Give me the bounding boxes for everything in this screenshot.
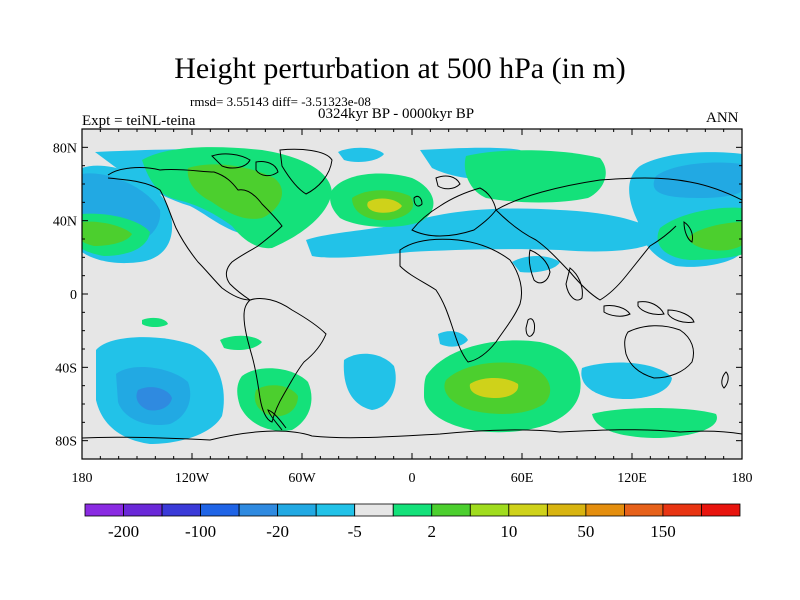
lon-label: 60W bbox=[288, 471, 316, 486]
coast-australia bbox=[624, 325, 694, 379]
colorbar-swatch bbox=[662, 503, 702, 517]
contour-south-pacific-core bbox=[136, 387, 172, 411]
stats-label: rmsd= 3.55143 diff= -3.51323e-08 bbox=[190, 94, 371, 109]
coastlines bbox=[82, 148, 742, 441]
contour-pacific-east-green-inner bbox=[688, 222, 742, 251]
coast-indonesia bbox=[603, 301, 695, 323]
contour-africa-blob bbox=[512, 256, 560, 273]
colorbar-swatch bbox=[277, 503, 317, 517]
colorbar-swatch bbox=[624, 503, 664, 517]
colorbar-swatch bbox=[546, 503, 587, 517]
coast-japan bbox=[683, 221, 693, 243]
colorbar-label: 10 bbox=[500, 522, 517, 541]
colorbar-label: -100 bbox=[185, 522, 216, 541]
coast-africa bbox=[399, 238, 523, 363]
contour-indian-ocean-east bbox=[581, 362, 672, 400]
coast-new-zealand bbox=[721, 371, 729, 389]
lat-label: 0 bbox=[70, 288, 77, 303]
contour-southern-indian-core bbox=[469, 378, 519, 398]
colorbar-swatch bbox=[354, 503, 394, 517]
latitude-labels: 80N 40N 0 40S 80S bbox=[53, 141, 77, 449]
lat-label: 40N bbox=[53, 215, 77, 230]
coast-india bbox=[528, 249, 583, 301]
coast-antarctica bbox=[82, 429, 742, 441]
colorbar-swatch bbox=[585, 503, 625, 517]
colorbar-labels: -200 -100 -20 -5 2 10 50 150 bbox=[108, 522, 676, 541]
colorbar-label: -200 bbox=[108, 522, 139, 541]
coast-north-america bbox=[107, 167, 283, 301]
colorbar-swatch bbox=[84, 503, 124, 517]
contour-pacific-west-green-inner bbox=[82, 221, 132, 246]
lon-label: 0 bbox=[409, 471, 416, 486]
lon-label: 120W bbox=[175, 471, 210, 486]
colorbar-swatch bbox=[469, 503, 510, 517]
lat-label: 80S bbox=[55, 435, 77, 450]
colorbar-swatch bbox=[315, 503, 356, 517]
coast-antarctic-peninsula bbox=[267, 409, 287, 431]
contour-eurasia bbox=[464, 150, 606, 203]
lat-label: 80N bbox=[53, 141, 77, 156]
period-label: 0324kyr BP - 0000kyr BP bbox=[318, 106, 475, 122]
colorbar-label: 150 bbox=[650, 522, 676, 541]
experiment-label: Expt = teiNL-teina bbox=[82, 113, 196, 129]
contour-atlantic-band bbox=[306, 208, 660, 258]
contour-antarctic-east bbox=[592, 408, 717, 438]
axis-ticks bbox=[81, 129, 743, 459]
colorbar-label: -20 bbox=[266, 522, 289, 541]
colorbar-swatch bbox=[508, 503, 548, 517]
contour-pacific-east-inner bbox=[653, 162, 742, 198]
lon-label: 60E bbox=[511, 471, 534, 486]
colorbar-swatch bbox=[701, 503, 741, 517]
lat-label: 40S bbox=[55, 361, 77, 376]
contour-equatorial-pacific bbox=[220, 335, 262, 350]
contour-north-america-inner bbox=[187, 164, 283, 219]
colorbar-label: -5 bbox=[348, 522, 362, 541]
colorbar-swatch bbox=[392, 503, 433, 517]
lon-label: 120E bbox=[617, 471, 647, 486]
coast-south-america bbox=[243, 297, 327, 423]
contour-fills bbox=[82, 147, 742, 444]
coast-asia bbox=[495, 177, 742, 301]
map-panel bbox=[82, 129, 742, 459]
season-label: ANN bbox=[706, 110, 739, 126]
contour-south-atlantic bbox=[343, 353, 396, 410]
colorbar-swatch bbox=[238, 503, 279, 517]
colorbar-swatch bbox=[431, 503, 471, 517]
colorbar-label: 2 bbox=[428, 522, 437, 541]
coast-uk bbox=[413, 195, 423, 207]
colorbar bbox=[84, 503, 741, 517]
longitude-labels: 180 120W 60W 0 60E 120E 180 bbox=[72, 471, 753, 486]
colorbar-swatch bbox=[123, 503, 163, 517]
lon-label: 180 bbox=[72, 471, 93, 486]
colorbar-swatch bbox=[161, 503, 201, 517]
contour-south-america-inner bbox=[254, 385, 298, 417]
contour-mid-atlantic-small bbox=[438, 331, 468, 347]
contour-equatorial-small bbox=[142, 317, 168, 327]
lon-label: 180 bbox=[732, 471, 753, 486]
coast-greenland bbox=[279, 148, 333, 195]
colorbar-label: 50 bbox=[577, 522, 594, 541]
coast-canadian-archipelago bbox=[211, 153, 279, 177]
map-title: Height perturbation at 500 hPa (in m) bbox=[174, 52, 626, 85]
colorbar-swatch bbox=[200, 503, 240, 517]
contour-north-atlantic-core bbox=[367, 198, 402, 213]
coast-madagascar bbox=[525, 318, 535, 337]
contour-pacific-small-east bbox=[338, 147, 384, 162]
